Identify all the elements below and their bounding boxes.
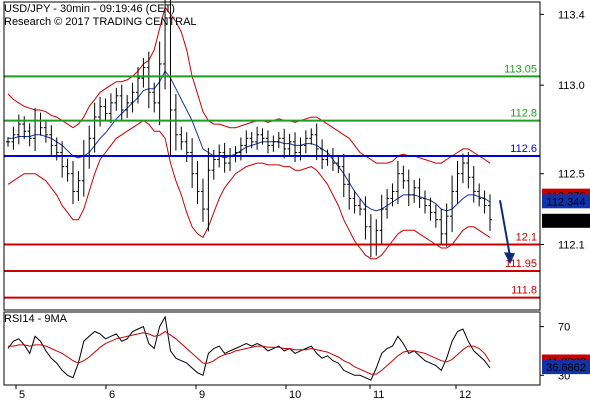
y-tick-label: 113.0 (558, 80, 585, 92)
support-resistance-levels: 113.05 112.8 112.6 12.1 111.95 111.8 (4, 63, 540, 299)
y-tick-label: 113.4 (558, 9, 585, 21)
x-tick-label: 12 (459, 389, 471, 400)
rsi-value-label: 36.6862 (546, 362, 586, 374)
level-label: 12.1 (516, 232, 537, 244)
x-tick-label: 10 (289, 389, 301, 400)
rsi-panel-frame (3, 311, 541, 386)
chart-frame (3, 1, 541, 386)
level-label: 111.8 (511, 285, 537, 297)
axis-labels: 112.376112.344112.234113.4113.0112.5112.… (15, 9, 590, 400)
y-tick-label: 112.1 (558, 240, 585, 252)
level-label: 111.95 (505, 258, 537, 270)
forecast-line (499, 200, 511, 257)
price-box (542, 194, 590, 209)
rsi-panel (7, 315, 491, 381)
level-label: 112.6 (510, 143, 537, 155)
price-panel-frame (3, 1, 541, 311)
rsi-tick-label: 70 (558, 322, 570, 334)
price-box (542, 213, 590, 228)
lower-band-line (7, 120, 491, 260)
chart-copyright: Research © 2017 TRADING CENTRAL (4, 16, 197, 28)
x-tick-label: 9 (199, 389, 205, 400)
rsi-title: RSI14 - 9MA (4, 313, 68, 325)
rsi-line (7, 315, 491, 381)
x-tick-label: 6 (109, 389, 115, 400)
y-tick-label: 112.5 (558, 169, 585, 181)
level-label: 112.8 (510, 108, 537, 120)
price-box-label: 112.234 (547, 216, 586, 228)
forecast-arrow (499, 200, 515, 265)
x-tick-label: 5 (19, 389, 25, 400)
forecast-arrowhead (504, 252, 515, 265)
price-box-label: 112.344 (547, 196, 586, 208)
x-tick-label: 11 (373, 389, 384, 400)
rsi-ma-line (8, 330, 491, 375)
rsi-value-box (542, 360, 590, 375)
price-bars (6, 0, 492, 258)
chart-title: USD/JPY - 30min - 09:19:46 (CET) (4, 3, 175, 15)
level-label: 113.05 (504, 63, 537, 75)
